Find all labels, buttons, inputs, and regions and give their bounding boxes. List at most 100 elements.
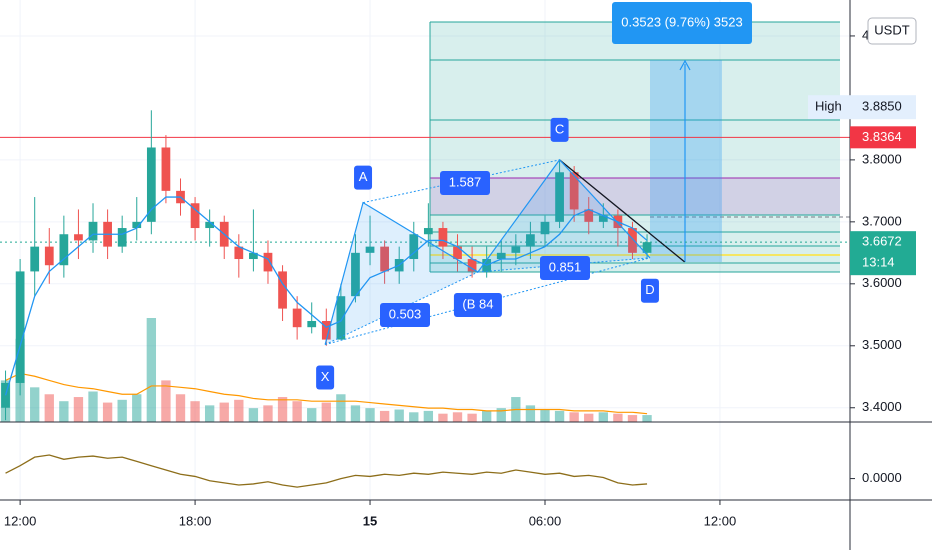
- position-tool: 0.3523 (9.76%) 3523: [429, 2, 850, 273]
- candle-body: [453, 246, 462, 260]
- volume-bar: [321, 402, 331, 422]
- volume-bar: [248, 408, 259, 422]
- high-tag: [808, 95, 916, 120]
- trend-line: [559, 159, 685, 263]
- candle-body: [15, 271, 25, 383]
- x-tick-label: 12:00: [704, 513, 737, 528]
- volume-bar: [277, 397, 288, 422]
- measure-label: 0.3523 (9.76%) 3523: [621, 14, 742, 29]
- volume-bar: [307, 408, 317, 422]
- volume-bar: [496, 408, 506, 422]
- candle-body: [249, 252, 258, 260]
- candle-body: [351, 252, 360, 297]
- pattern-point-box: [354, 165, 373, 190]
- ratio-box: [540, 256, 590, 280]
- high-tag-label: 3.8850: [862, 99, 902, 114]
- high-tag-name: High: [815, 99, 842, 114]
- candle-body: [190, 203, 200, 229]
- volume-bar: [175, 394, 186, 422]
- fib-band: [430, 178, 840, 215]
- volume-bar: [30, 387, 40, 422]
- volume-bar: [44, 394, 54, 422]
- candle-body: [540, 221, 550, 235]
- volume-bar: [482, 410, 492, 422]
- price-tag: [850, 231, 916, 276]
- ratio-label: 0.503: [389, 306, 422, 321]
- volume-bar: [525, 405, 536, 422]
- volume-bar: [161, 380, 171, 422]
- candle-body: [321, 320, 331, 340]
- candle-body: [44, 246, 54, 266]
- volume-bar: [554, 410, 565, 422]
- x-tick-label: 12:00: [4, 513, 37, 528]
- ratio-label: 0.851: [549, 259, 582, 274]
- currency: USDT: [874, 22, 909, 37]
- candle-body: [117, 228, 127, 247]
- volume-bar: [88, 391, 98, 422]
- volume-bar: [438, 413, 448, 422]
- measure-arrowhead: [679, 59, 691, 71]
- candle-body: [30, 246, 40, 272]
- candle-body: [526, 234, 535, 247]
- candle-body: [511, 246, 521, 253]
- candle-body: [132, 221, 142, 229]
- measure-box: [650, 60, 722, 262]
- volume-bar: [423, 410, 434, 422]
- candle-body: [380, 246, 389, 272]
- x-tick-label: 18:00: [179, 513, 212, 528]
- candle-body: [161, 147, 171, 191]
- volume-bar: [73, 397, 84, 422]
- volume-bar: [613, 413, 623, 422]
- volume-bar: [394, 409, 404, 422]
- candle-body: [438, 228, 448, 247]
- volume-bar: [336, 394, 346, 422]
- volume-ma: [5, 372, 648, 415]
- volume-bar: [219, 402, 229, 422]
- candle-body: [146, 147, 156, 222]
- candle-body: [336, 296, 346, 340]
- volume-bar: [540, 409, 550, 422]
- axes: 3.40003.50003.60003.70003.80004.000012:0…: [4, 27, 916, 528]
- volume-bar: [584, 413, 594, 422]
- ratio-label: 1.587: [449, 174, 482, 189]
- pattern-point-label: A: [359, 169, 368, 184]
- volume-bar: [627, 415, 638, 422]
- pattern: X A (B 84 C D 0.503 1.587 0.851: [316, 117, 685, 390]
- pattern-wing: [325, 202, 478, 345]
- volume-bar: [452, 412, 463, 422]
- volume-bar: [642, 415, 652, 422]
- moving-average: [4, 196, 648, 396]
- candle-body: [307, 320, 317, 328]
- countdown: 13:14: [862, 255, 895, 270]
- volume-bar: [379, 410, 390, 422]
- price-tag-label: 3.8364: [862, 129, 902, 144]
- candle-body: [642, 242, 652, 253]
- pattern-point-label: X: [321, 369, 330, 384]
- measure-label-box: [612, 2, 752, 44]
- volume-bar: [102, 402, 113, 422]
- candle-body: [467, 259, 477, 272]
- volume-bar: [292, 401, 302, 422]
- plot: [0, 110, 850, 488]
- price-tag: [850, 126, 916, 149]
- candle-body: [278, 271, 287, 309]
- volume-bar: [467, 413, 477, 422]
- pattern-point-label: (B 84: [462, 296, 493, 311]
- candle-body: [263, 252, 273, 272]
- volume-bar: [190, 401, 200, 422]
- pattern-ratio-line: [477, 257, 651, 273]
- candle-body: [598, 215, 608, 222]
- x-tick-label: 15: [363, 513, 377, 528]
- pattern-point-label: D: [645, 282, 654, 297]
- y-tick-label: 3.6000: [862, 275, 902, 290]
- y-tick-label: 3.8000: [862, 151, 902, 166]
- volume-bar: [569, 412, 579, 422]
- price-tag-label: 3.6672: [862, 234, 902, 249]
- volume-bar: [59, 401, 69, 422]
- volume-bar: [146, 318, 157, 422]
- candle-body: [496, 252, 506, 260]
- volume-bar: [350, 405, 361, 422]
- candle-body: [409, 234, 419, 260]
